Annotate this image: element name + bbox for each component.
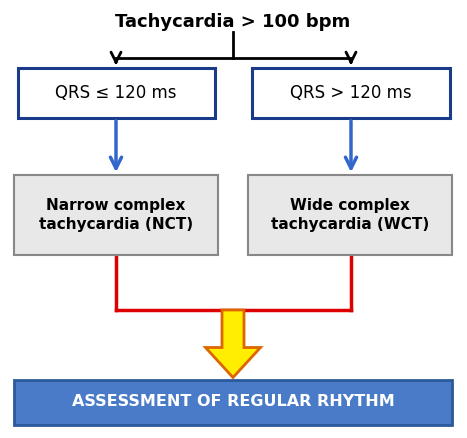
- FancyBboxPatch shape: [252, 68, 450, 118]
- Text: QRS ≤ 120 ms: QRS ≤ 120 ms: [55, 84, 177, 102]
- FancyBboxPatch shape: [17, 68, 214, 118]
- Text: Narrow complex
tachycardia (NCT): Narrow complex tachycardia (NCT): [39, 198, 193, 232]
- FancyBboxPatch shape: [14, 379, 452, 424]
- Polygon shape: [205, 310, 261, 378]
- Text: QRS > 120 ms: QRS > 120 ms: [290, 84, 412, 102]
- Text: Tachycardia > 100 bpm: Tachycardia > 100 bpm: [115, 13, 351, 31]
- Text: ASSESSMENT OF REGULAR RHYTHM: ASSESSMENT OF REGULAR RHYTHM: [71, 395, 394, 410]
- Text: Wide complex
tachycardia (WCT): Wide complex tachycardia (WCT): [271, 198, 429, 232]
- FancyBboxPatch shape: [14, 175, 218, 255]
- FancyBboxPatch shape: [248, 175, 452, 255]
